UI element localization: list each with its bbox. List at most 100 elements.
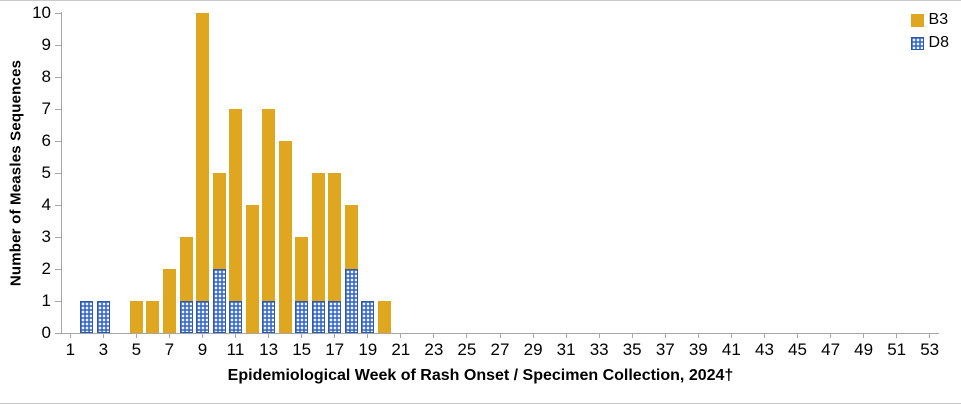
x-tick-label-53: 53	[920, 340, 940, 359]
x-tick-label-25: 25	[457, 340, 477, 359]
x-tick-label-51: 51	[887, 340, 907, 359]
y-tick-label-10: 10	[32, 3, 51, 22]
bar-week-3-d8	[96, 301, 110, 333]
x-tick-label-35: 35	[622, 340, 642, 359]
x-tick-label-43: 43	[755, 340, 774, 359]
bar-week-5-b3	[129, 301, 143, 333]
y-tick-3	[55, 236, 61, 238]
x-tick-39	[697, 333, 699, 338]
y-tick-7	[55, 108, 61, 110]
y-tick-label-8: 8	[41, 67, 51, 86]
plot-area	[62, 13, 938, 333]
y-tick-label-4: 4	[41, 195, 51, 214]
bar-week-15-d8	[295, 301, 309, 333]
bar-week-18-d8	[344, 269, 358, 333]
x-tick-label-33: 33	[589, 340, 609, 359]
bar-week-16-d8	[311, 301, 325, 333]
x-axis-title: Epidemiological Week of Rash Onset / Spe…	[227, 367, 734, 384]
y-tick-6	[55, 140, 61, 142]
x-tick-3	[102, 333, 104, 338]
bar-week-10-d8	[212, 269, 226, 333]
x-tick-31	[565, 333, 567, 338]
x-tick-label-3: 3	[98, 340, 109, 359]
bar-week-15-b3	[295, 237, 309, 301]
x-tick-25	[466, 333, 468, 338]
y-tick-label-6: 6	[41, 131, 51, 150]
y-tick-label-0: 0	[41, 323, 51, 342]
legend-item-b3: B3	[910, 11, 949, 29]
bar-week-11-d8	[229, 301, 242, 333]
legend-label-b3: B3	[928, 11, 949, 28]
x-tick-45	[797, 333, 798, 338]
bar-week-10-b3	[212, 173, 226, 269]
x-tick-41	[730, 333, 732, 338]
bar-week-13-b3	[262, 109, 276, 301]
x-tick-label-47: 47	[821, 340, 841, 359]
x-tick-label-23: 23	[424, 340, 444, 359]
y-tick-label-5: 5	[41, 163, 51, 182]
bar-week-18-b3	[344, 205, 358, 269]
bar-week-6-b3	[146, 301, 160, 333]
x-tick-5	[135, 333, 137, 338]
y-tick-2	[55, 268, 61, 270]
y-tick-4	[55, 204, 61, 206]
x-tick-label-5: 5	[131, 340, 142, 359]
y-tick-0	[55, 332, 61, 334]
x-tick-35	[631, 333, 633, 338]
b3-swatch	[910, 13, 924, 27]
x-tick-label-7: 7	[164, 340, 175, 359]
x-tick-label-45: 45	[788, 340, 807, 359]
bar-week-8-b3	[179, 237, 193, 301]
bar-week-8-d8	[179, 301, 193, 333]
y-tick-label-2: 2	[41, 259, 51, 278]
x-tick-47	[830, 333, 832, 338]
bar-week-17-b3	[328, 173, 342, 301]
x-tick-label-1: 1	[65, 340, 76, 359]
x-tick-label-9: 9	[197, 340, 208, 359]
x-tick-13	[268, 333, 270, 338]
bar-week-7-b3	[162, 269, 176, 333]
y-tick-10	[55, 12, 61, 14]
x-tick-21	[400, 333, 402, 338]
legend-label-d8: D8	[928, 34, 949, 51]
x-tick-15	[301, 333, 303, 338]
x-tick-label-37: 37	[655, 340, 675, 359]
x-tick-37	[664, 333, 666, 338]
x-tick-label-11: 11	[226, 340, 245, 359]
x-tick-33	[598, 333, 600, 338]
x-tick-label-29: 29	[523, 340, 543, 359]
legend-item-d8: D8	[910, 34, 949, 52]
x-tick-label-15: 15	[292, 340, 312, 359]
bar-week-13-d8	[262, 301, 276, 333]
y-tick-9	[55, 44, 61, 46]
x-tick-53	[929, 333, 931, 338]
y-tick-1	[55, 300, 61, 302]
legend: B3 D8	[910, 11, 949, 52]
y-tick-5	[55, 172, 61, 174]
x-tick-label-27: 27	[490, 340, 510, 359]
bar-week-17-d8	[328, 301, 342, 333]
x-tick-19	[367, 333, 369, 338]
x-tick-1	[69, 333, 71, 338]
x-tick-label-49: 49	[854, 340, 874, 359]
bar-week-12-b3	[245, 205, 259, 333]
bar-week-14-b3	[278, 141, 292, 333]
x-tick-label-21: 21	[391, 340, 411, 359]
x-tick-29	[532, 333, 534, 338]
x-tick-7	[168, 333, 170, 338]
bar-week-2-d8	[80, 301, 94, 333]
y-tick-8	[55, 76, 61, 78]
x-tick-51	[896, 333, 898, 338]
bar-week-16-b3	[311, 173, 325, 301]
x-tick-label-19: 19	[358, 340, 378, 359]
x-tick-23	[433, 333, 435, 338]
d8-swatch	[910, 36, 924, 50]
x-tick-9	[202, 333, 203, 338]
x-tick-43	[764, 333, 765, 338]
y-tick-label-3: 3	[41, 227, 51, 246]
y-axis-line	[61, 12, 62, 334]
x-tick-label-41: 41	[721, 340, 741, 359]
y-tick-label-1: 1	[41, 291, 51, 310]
x-tick-49	[863, 333, 865, 338]
